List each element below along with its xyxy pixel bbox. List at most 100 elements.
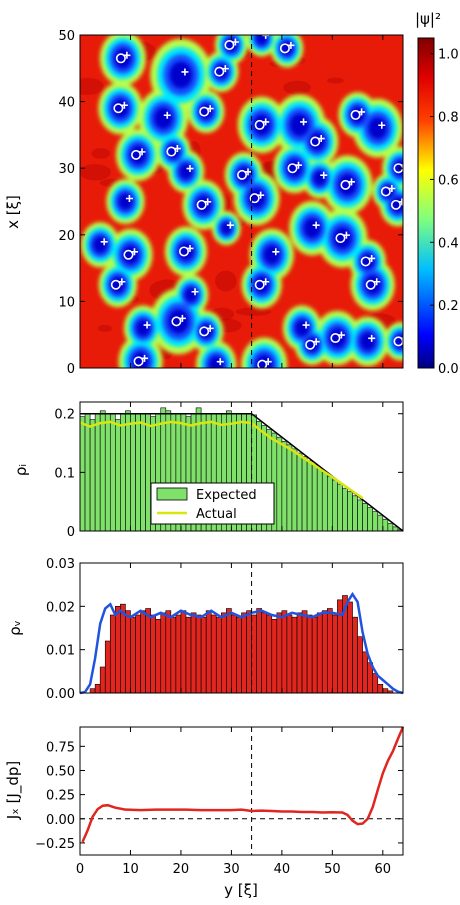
- rho-v-bar: [109, 614, 116, 694]
- rho-v-bar: [195, 614, 202, 694]
- rho-i-bar: [367, 507, 374, 532]
- rho-v-bar: [271, 619, 278, 694]
- vortex-cross: [125, 195, 133, 202]
- x-tick-label: 20: [173, 862, 190, 877]
- rho-v-bar: [311, 616, 318, 694]
- vortex-hole: [254, 275, 270, 294]
- rho-v-bar: [215, 616, 222, 694]
- rho-i-bar: [135, 413, 141, 532]
- vortex-circle: [113, 103, 124, 114]
- vortex-cross: [347, 178, 355, 186]
- vortex-cross: [120, 101, 128, 109]
- vortex-circle: [287, 163, 298, 174]
- y-tick-label: 0.01: [46, 644, 75, 659]
- rho-i-y-ticks: 0 0.1 0.2: [54, 402, 403, 540]
- jx-y-ticks: −0.25 0.00 0.25 0.50 0.75: [35, 727, 403, 855]
- vortex-circle: [335, 233, 346, 244]
- vortex-circle: [214, 66, 225, 77]
- dark-patch: [91, 148, 110, 159]
- rho-i-bar: [332, 479, 338, 532]
- vortex-circle: [224, 39, 235, 50]
- y-tick-label: 0.2: [54, 408, 75, 423]
- rho-v-bar: [205, 610, 212, 694]
- jx-frame: [79, 726, 404, 856]
- vortex-cross: [186, 244, 194, 252]
- vortex-cross: [400, 337, 403, 340]
- vortex-circle: [123, 249, 134, 260]
- rho-i-bar: [382, 518, 389, 532]
- vortex-cross: [226, 221, 234, 229]
- x-tick-label: 10: [122, 862, 139, 877]
- vortex-circle: [199, 106, 210, 117]
- rho-i-bar: [99, 410, 106, 532]
- rho-v-bar: [89, 688, 96, 694]
- vortex-cross: [264, 358, 272, 366]
- vortex-cross: [317, 135, 325, 143]
- vortex-cross: [257, 191, 265, 199]
- rho-i-bar: [326, 476, 333, 532]
- dark-patch: [97, 324, 113, 332]
- vortex-circle: [305, 339, 316, 350]
- rho-v-bar: [175, 614, 182, 694]
- rho-i-bar: [130, 413, 136, 532]
- rho-i-bar: [276, 436, 283, 532]
- vortex-hole: [118, 193, 133, 210]
- rho-v-bar: [382, 688, 389, 694]
- vortex-markers: [100, 35, 403, 368]
- map-y-tick-label: 40: [58, 96, 75, 111]
- x-tick-label: 50: [324, 862, 341, 877]
- map-y-tick-label: 30: [58, 162, 75, 177]
- colorbar-tick-label: 1.0: [438, 48, 459, 63]
- rho-i-bar: [337, 483, 343, 532]
- rho-i-bar: [125, 410, 131, 532]
- vortex-circle: [166, 146, 177, 157]
- rho-v-bar: [231, 614, 237, 694]
- colorbar-label: |ψ|²: [415, 10, 441, 28]
- rho-i-frame: [79, 401, 404, 532]
- vortex-cross: [143, 321, 151, 329]
- vortex-cross: [206, 105, 214, 113]
- vortex-cross: [181, 68, 189, 76]
- vortex-hole: [350, 106, 365, 124]
- dark-patch: [327, 77, 344, 84]
- rho-i-bar: [115, 419, 121, 532]
- vortex-cross: [272, 248, 280, 256]
- jx-panel: −0.25 0.00 0.25 0.50 0.75 0 10 20 30 40 50 60 Jₓ […: [4, 726, 405, 899]
- vortex-hole: [135, 319, 151, 337]
- y-tick-label: 0.00: [46, 813, 75, 828]
- y-tick-label: 0: [67, 525, 75, 540]
- vortex-hole: [167, 309, 189, 334]
- vortex-hole: [92, 236, 108, 254]
- rho-i-legend: Expected Actual: [150, 482, 275, 525]
- vortex-cross: [204, 198, 212, 206]
- rho-i-bar: [89, 419, 96, 532]
- vortex-cross: [231, 38, 239, 46]
- rho-v-bar: [266, 614, 273, 694]
- vortex-circle: [340, 179, 351, 190]
- colorbar-tick-label: 0.2: [438, 299, 459, 314]
- rho-i-bar: [372, 511, 379, 532]
- vortex-cross: [312, 338, 320, 346]
- rho-i-bar: [347, 491, 353, 532]
- vortex-circle: [171, 316, 182, 327]
- x-tick-label: 60: [375, 862, 392, 877]
- vortex-cross: [118, 278, 126, 286]
- vortex-cross: [138, 148, 146, 156]
- vortex-cross: [398, 198, 403, 206]
- colorbar-tick-label: 0.6: [438, 173, 459, 188]
- rho-i-bar: [357, 499, 363, 532]
- y-tick-label: −0.25: [35, 837, 75, 852]
- vortex-circle: [110, 279, 121, 290]
- vortex-cross: [368, 254, 376, 262]
- rho-i-bar: [352, 495, 358, 532]
- legend-box: [150, 482, 275, 525]
- x-axis-label: y [ξ]: [224, 881, 258, 899]
- rho-i-actual-line: [79, 420, 364, 500]
- vortex-circle: [133, 356, 144, 367]
- vortex-circle: [360, 256, 371, 267]
- vortex-cross: [294, 161, 302, 169]
- vortex-hole: [169, 61, 193, 89]
- vortex-hole: [359, 332, 376, 351]
- rho-i-bar: [104, 413, 111, 532]
- rho-v-bar: [296, 612, 303, 694]
